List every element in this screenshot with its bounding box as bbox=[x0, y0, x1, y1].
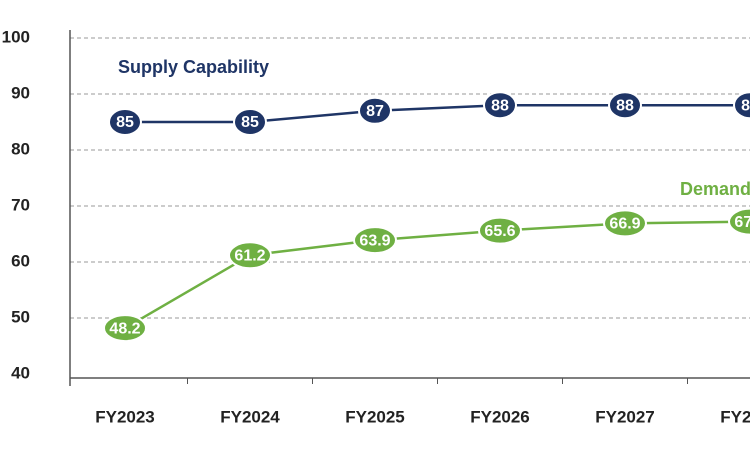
y-tick-label: 90 bbox=[11, 83, 30, 102]
y-tick-label: 100 bbox=[2, 27, 30, 46]
y-tick-label: 50 bbox=[11, 307, 30, 326]
data-point bbox=[108, 108, 142, 136]
x-tick-label: FY2028 bbox=[720, 407, 750, 426]
y-tick-label: 80 bbox=[11, 139, 30, 158]
data-point bbox=[353, 226, 397, 255]
data-label: 48.2 bbox=[109, 320, 140, 337]
x-tick-label: FY2025 bbox=[345, 407, 405, 426]
data-label: 88 bbox=[741, 97, 750, 114]
y-tick-label: 40 bbox=[11, 363, 30, 382]
data-point bbox=[228, 241, 272, 270]
legend-label: Demand bbox=[680, 179, 750, 199]
data-label: 88 bbox=[616, 97, 634, 114]
data-point bbox=[728, 207, 750, 236]
data-label: 85 bbox=[241, 114, 259, 131]
legend-label: Supply Capability bbox=[118, 57, 269, 77]
data-point bbox=[358, 96, 392, 125]
data-point bbox=[733, 91, 750, 120]
data-label: 67.2 bbox=[734, 214, 750, 231]
y-tick-label: 70 bbox=[11, 195, 30, 214]
data-label: 65.6 bbox=[484, 223, 515, 240]
data-label: 61.2 bbox=[234, 247, 265, 264]
y-tick-label: 60 bbox=[11, 251, 30, 270]
data-point bbox=[103, 314, 147, 343]
data-point bbox=[233, 108, 267, 136]
data-label: 63.9 bbox=[359, 232, 390, 249]
x-tick-label: FY2027 bbox=[595, 407, 655, 426]
data-label: 85 bbox=[116, 114, 134, 131]
series-line bbox=[125, 103, 750, 124]
data-label: 87 bbox=[366, 103, 384, 120]
x-tick-label: FY2024 bbox=[220, 407, 280, 426]
data-point bbox=[478, 216, 522, 245]
data-label: 66.9 bbox=[609, 216, 640, 233]
data-point bbox=[483, 91, 517, 120]
x-tick-label: FY2023 bbox=[95, 407, 155, 426]
series-line bbox=[124, 220, 750, 330]
data-point bbox=[608, 91, 642, 120]
data-label: 88 bbox=[491, 97, 509, 114]
x-tick-label: FY2026 bbox=[470, 407, 530, 426]
data-point bbox=[603, 209, 647, 238]
